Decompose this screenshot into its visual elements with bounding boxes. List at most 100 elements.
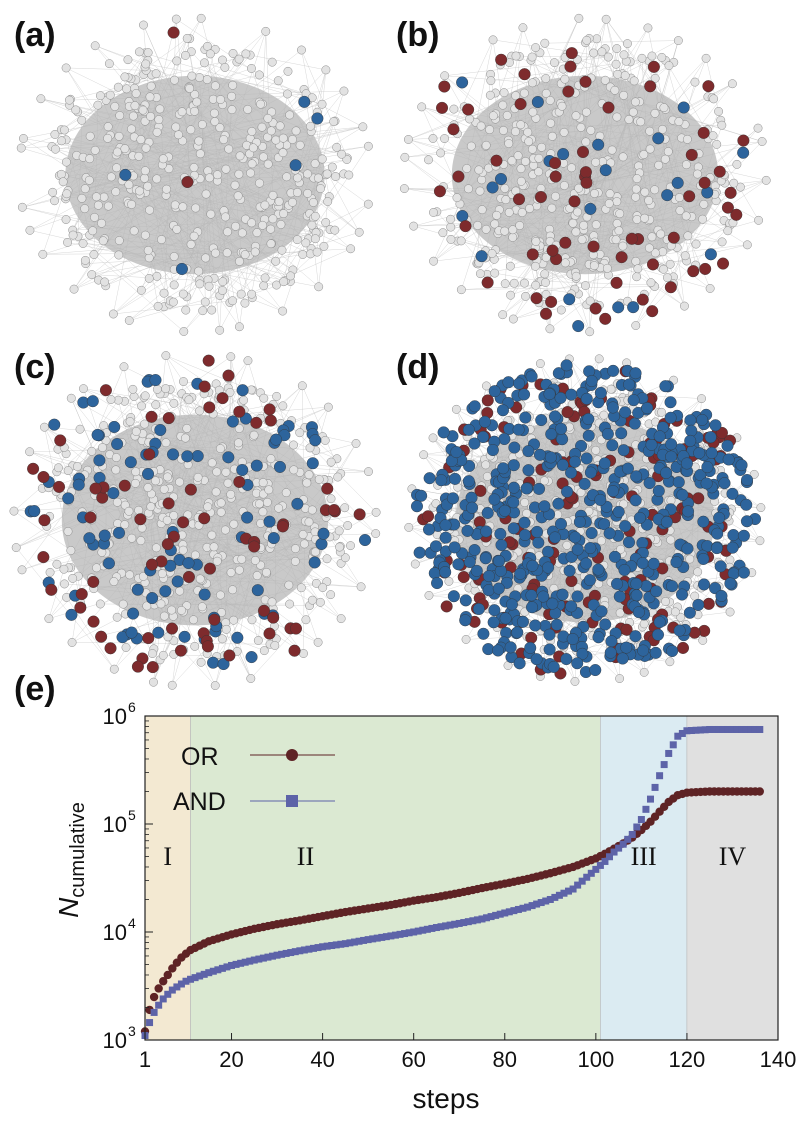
network-node bbox=[562, 540, 572, 550]
network-node bbox=[659, 103, 669, 113]
network-node bbox=[103, 122, 113, 132]
and-point bbox=[483, 914, 491, 922]
network-node bbox=[343, 521, 353, 530]
and-point bbox=[633, 823, 641, 831]
network-edge bbox=[588, 205, 661, 235]
x-tick-label: 100 bbox=[577, 1047, 614, 1072]
network-node-red bbox=[646, 305, 659, 318]
network-edge bbox=[423, 454, 513, 458]
network-node bbox=[226, 489, 236, 499]
network-node-red bbox=[87, 615, 100, 628]
network-node-blue bbox=[546, 597, 559, 610]
network-node-blue bbox=[584, 466, 597, 479]
network-node bbox=[289, 465, 299, 475]
network-node bbox=[175, 477, 185, 487]
network-edge bbox=[544, 40, 679, 44]
network-node bbox=[218, 277, 228, 287]
network-node bbox=[80, 204, 90, 214]
network-node bbox=[261, 567, 271, 577]
network-node bbox=[131, 467, 141, 477]
network-node bbox=[140, 166, 150, 176]
network-node bbox=[66, 546, 76, 555]
and-point bbox=[410, 928, 418, 936]
network-node bbox=[168, 297, 178, 307]
network-node-blue bbox=[525, 370, 538, 383]
network-edge bbox=[165, 355, 252, 391]
network-node bbox=[477, 205, 487, 215]
network-node bbox=[698, 635, 708, 645]
network-node-red bbox=[717, 257, 730, 270]
network-node-blue bbox=[604, 646, 617, 659]
network-node bbox=[644, 243, 654, 253]
network-node-blue bbox=[488, 604, 501, 617]
network-node bbox=[488, 35, 498, 45]
network-node bbox=[36, 94, 46, 104]
network-node bbox=[290, 556, 300, 566]
and-point bbox=[537, 899, 545, 907]
network-node bbox=[661, 597, 671, 606]
network-node bbox=[68, 230, 78, 240]
network-edge bbox=[206, 583, 253, 620]
network-node bbox=[286, 271, 296, 281]
network-edge bbox=[64, 129, 90, 236]
network-node bbox=[229, 519, 239, 529]
network-node-blue bbox=[554, 391, 567, 404]
or-point bbox=[163, 970, 172, 980]
network-node bbox=[723, 226, 733, 236]
network-edge bbox=[605, 19, 643, 156]
network-node bbox=[141, 143, 151, 153]
network-node bbox=[112, 147, 122, 157]
network-node-blue bbox=[28, 505, 41, 518]
network-edge bbox=[617, 216, 692, 224]
network-node-blue bbox=[666, 580, 679, 593]
network-node-red bbox=[166, 622, 179, 635]
network-node bbox=[299, 539, 309, 549]
legend: OR AND bbox=[173, 743, 335, 816]
network-node bbox=[499, 88, 509, 98]
network-node bbox=[424, 590, 434, 600]
network-node-red bbox=[565, 47, 578, 60]
network-node-red bbox=[568, 195, 581, 208]
network-edge bbox=[433, 239, 617, 262]
network-node-blue bbox=[486, 444, 499, 457]
network-node-red bbox=[208, 613, 221, 626]
and-point bbox=[546, 895, 554, 903]
network-node bbox=[195, 574, 205, 584]
network-node bbox=[755, 536, 765, 546]
and-point bbox=[692, 726, 700, 734]
network-node-blue bbox=[694, 469, 707, 482]
network-node bbox=[135, 186, 144, 196]
network-node-blue bbox=[711, 527, 724, 540]
network-node-blue bbox=[629, 494, 642, 507]
network-node-blue bbox=[181, 450, 194, 463]
y-tick-exponent: 4 bbox=[128, 915, 136, 931]
and-point bbox=[401, 930, 409, 938]
network-edge bbox=[453, 95, 516, 126]
network-node bbox=[201, 189, 211, 199]
network-node bbox=[205, 173, 214, 183]
network-node bbox=[466, 141, 476, 151]
network-node bbox=[541, 289, 551, 299]
network-node bbox=[619, 50, 629, 60]
and-point bbox=[337, 940, 345, 948]
network-node-blue bbox=[514, 567, 527, 580]
network-node bbox=[215, 444, 225, 454]
panel-label-a: (a) bbox=[14, 16, 56, 54]
network-node-red bbox=[615, 251, 628, 264]
network-node-red bbox=[142, 632, 155, 645]
network-node bbox=[485, 90, 495, 100]
network-node bbox=[264, 485, 274, 495]
network-node bbox=[254, 70, 264, 80]
network-node-blue bbox=[724, 577, 737, 590]
network-node bbox=[143, 245, 153, 255]
and-point bbox=[687, 727, 695, 735]
network-node-blue bbox=[182, 557, 195, 570]
network-node-blue bbox=[682, 505, 695, 518]
network-node bbox=[310, 211, 320, 221]
network-node bbox=[488, 111, 498, 121]
and-point bbox=[360, 936, 368, 944]
network-node bbox=[289, 440, 298, 450]
and-point bbox=[196, 972, 204, 980]
network-node-blue bbox=[479, 552, 492, 565]
